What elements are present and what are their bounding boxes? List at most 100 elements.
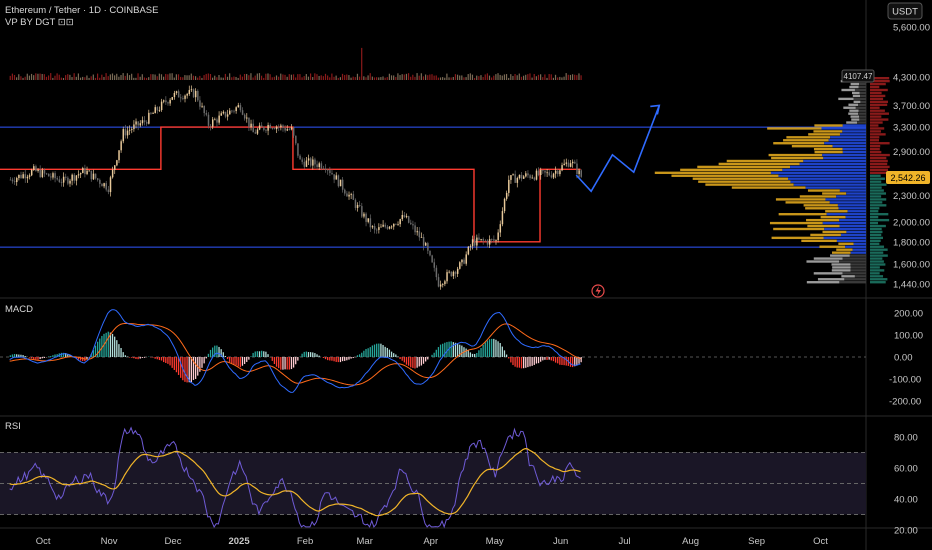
macd-histogram-bar <box>250 356 252 357</box>
volume-bar <box>563 76 565 80</box>
volume-profile-row <box>850 269 866 272</box>
time-axis-label: Jun <box>553 536 568 547</box>
volume-profile-row <box>821 127 866 130</box>
volume-bar <box>484 74 486 80</box>
macd-histogram-bar <box>28 357 31 358</box>
volume-profile-row <box>845 245 866 248</box>
volume-bar <box>158 73 160 80</box>
volume-profile-row <box>785 201 830 204</box>
volume-bar <box>75 76 77 80</box>
candle-body <box>47 173 50 177</box>
macd-histogram-bar <box>518 357 521 368</box>
volume-bar <box>454 74 457 80</box>
volume-bar <box>439 77 442 80</box>
volume-bar <box>397 73 399 80</box>
symbol-title[interactable]: Ethereum / Tether · 1D · COINBASE <box>5 5 158 16</box>
time-axis-label: Jul <box>618 536 630 547</box>
candle-body <box>103 183 105 187</box>
candle-body <box>92 173 95 180</box>
candle-body <box>508 179 510 193</box>
volume-bar <box>358 76 361 80</box>
candle-body <box>175 91 178 93</box>
volume-bar <box>510 74 512 80</box>
volume-delta-row <box>870 145 881 148</box>
volume-profile-row <box>771 236 824 240</box>
candle-body <box>71 174 73 181</box>
candle-body <box>399 219 401 225</box>
volume-profile-row <box>824 227 866 231</box>
indicator-legend-vp[interactable]: VP BY DGT ⊡⊡ <box>5 17 74 28</box>
currency-button[interactable]: USDT <box>887 2 923 20</box>
candle-body <box>13 181 16 183</box>
candle-body <box>407 216 410 223</box>
volume-profile-row <box>839 260 866 263</box>
candle-body <box>554 170 557 174</box>
macd-histogram-bar <box>414 357 416 369</box>
rsi-axis-tick: 20.00 <box>894 526 918 537</box>
candle-body <box>546 172 548 174</box>
candle-body <box>433 262 436 268</box>
volume-bar <box>463 77 465 80</box>
volume-profile-row <box>805 186 866 189</box>
candle-body <box>565 162 568 164</box>
candle-body <box>505 192 508 199</box>
candle-body <box>499 224 502 233</box>
macd-histogram-bar <box>535 357 538 364</box>
volume-profile-row <box>799 162 866 166</box>
candle-body <box>324 168 327 170</box>
macd-histogram-bar <box>318 355 320 357</box>
volume-bar <box>184 75 186 80</box>
volume-bar <box>43 74 45 80</box>
volume-profile-row <box>718 162 800 166</box>
macd-histogram-bar <box>288 357 290 370</box>
volume-bar <box>418 75 420 80</box>
rsi-pane[interactable] <box>0 426 866 529</box>
volume-bar <box>405 73 408 80</box>
volume-profile-row <box>850 115 860 118</box>
price-pane[interactable] <box>0 47 890 290</box>
candle-body <box>201 105 203 107</box>
macd-histogram-bar <box>192 357 195 380</box>
macd-histogram-bar <box>158 357 161 361</box>
time-axis-label: Dec <box>165 536 182 547</box>
macd-histogram-bar <box>212 347 214 357</box>
volume-profile-row <box>808 133 840 136</box>
volume-delta-row <box>870 165 890 169</box>
candle-body <box>397 224 399 225</box>
volume-bar <box>280 73 282 80</box>
rsi-legend[interactable]: RSI <box>5 421 21 432</box>
candle-body <box>99 179 101 184</box>
volume-delta-row <box>870 242 880 245</box>
volume-delta-row <box>870 180 882 183</box>
macd-legend[interactable]: MACD <box>5 304 33 315</box>
volume-bar <box>350 77 352 80</box>
macd-histogram-bar <box>401 357 403 361</box>
macd-histogram-bar <box>461 345 463 357</box>
candle-body <box>260 125 263 127</box>
macd-histogram-bar <box>395 354 397 357</box>
macd-pane[interactable] <box>0 309 866 393</box>
volume-bar <box>309 73 312 80</box>
macd-histogram-bar <box>365 348 367 357</box>
candle-body <box>188 90 191 95</box>
lightning-alert-icon[interactable] <box>591 284 605 298</box>
volume-bar <box>92 74 94 80</box>
candle-body <box>571 161 574 164</box>
candle-body <box>84 168 86 175</box>
macd-histogram-bar <box>363 350 365 357</box>
macd-histogram-bar <box>397 356 399 357</box>
time-axis-label: Aug <box>682 536 699 547</box>
volume-profile-row <box>839 133 866 136</box>
volume-bar <box>299 74 301 80</box>
macd-histogram-bar <box>454 342 457 357</box>
candle-body <box>135 121 137 125</box>
candle-body <box>348 194 350 197</box>
candle-body <box>503 198 506 212</box>
volume-bar <box>335 75 337 80</box>
candle-body <box>214 119 216 121</box>
candle-body <box>286 129 289 131</box>
volume-bar <box>131 73 133 80</box>
candle-body <box>290 127 293 130</box>
volume-bar <box>393 75 395 80</box>
